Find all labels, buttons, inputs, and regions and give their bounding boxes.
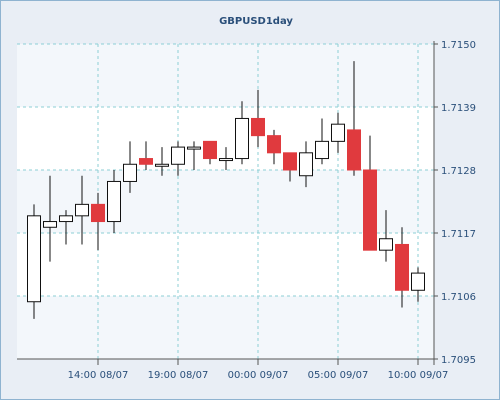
candle	[379, 210, 393, 262]
candle	[395, 227, 409, 308]
x-tick-label: 00:00 09/07	[228, 370, 289, 381]
candle	[155, 147, 169, 176]
candle-body-up	[75, 203, 89, 217]
candle-body-up	[315, 140, 329, 160]
candle	[331, 112, 345, 153]
candle	[219, 147, 233, 170]
background-bands	[17, 107, 434, 296]
candle-body-down	[251, 117, 265, 137]
candle-body-up	[235, 117, 249, 160]
candle-body-down	[139, 158, 153, 165]
x-tick-label: 05:00 09/07	[308, 370, 369, 381]
candle	[251, 89, 265, 148]
candle	[283, 152, 297, 182]
y-tick-label: 1.7128	[441, 166, 476, 177]
candle-body-up	[331, 123, 345, 142]
y-tick-label: 1.7139	[441, 103, 476, 114]
candle	[91, 192, 105, 251]
y-tick-label: 1.7095	[441, 355, 476, 366]
candle-body-up	[27, 215, 41, 303]
axes	[17, 41, 435, 365]
candle	[299, 141, 313, 188]
candle	[171, 141, 185, 176]
candle	[363, 135, 377, 251]
y-axis-ticks: 1.7150 1.7139 1.7128 1.7117 1.7106 1.7095	[434, 40, 476, 366]
candle	[75, 175, 89, 245]
candle	[347, 61, 361, 176]
candle-body-down	[91, 203, 105, 223]
candle	[187, 141, 201, 170]
candle	[203, 140, 217, 165]
x-tick-label: 14:00 08/07	[68, 370, 129, 381]
chart-title: GBPUSD1day	[219, 16, 293, 27]
candle	[315, 118, 329, 165]
x-tick-label: 19:00 08/07	[148, 370, 209, 381]
y-tick-label: 1.7150	[441, 40, 476, 51]
candle-body-down	[267, 135, 281, 154]
candle-body-up	[43, 221, 57, 228]
candle	[27, 204, 41, 319]
y-tick-label: 1.7106	[441, 292, 476, 303]
candle-body-up	[411, 272, 425, 291]
candle-body-up	[123, 163, 137, 182]
candle-body-down	[363, 169, 377, 251]
candle	[59, 210, 73, 245]
candle-body-up	[187, 146, 201, 150]
candle-body-up	[219, 158, 233, 162]
candle	[139, 141, 153, 170]
x-tick-label: 10:00 09/07	[388, 370, 449, 381]
y-tick-label: 1.7117	[441, 229, 476, 240]
candle	[43, 175, 57, 262]
candle-body-up	[171, 146, 185, 165]
candle	[267, 129, 281, 165]
candle-body-down	[347, 129, 361, 171]
candle-body-up	[59, 215, 73, 223]
candle	[107, 170, 121, 233]
candle-body-down	[395, 243, 409, 291]
candle-body-up	[107, 180, 121, 223]
candle	[123, 141, 137, 193]
candle-body-up	[155, 163, 169, 167]
candle-body-down	[203, 140, 217, 160]
candle	[235, 101, 249, 165]
candle-body-down	[283, 152, 297, 171]
candle-body-up	[379, 238, 393, 251]
candle-body-up	[299, 152, 313, 177]
candle	[411, 267, 425, 302]
x-axis-ticks: 14:00 08/07 19:00 08/07 00:00 09/07 05:00 0…	[68, 359, 449, 381]
candles	[27, 61, 425, 319]
